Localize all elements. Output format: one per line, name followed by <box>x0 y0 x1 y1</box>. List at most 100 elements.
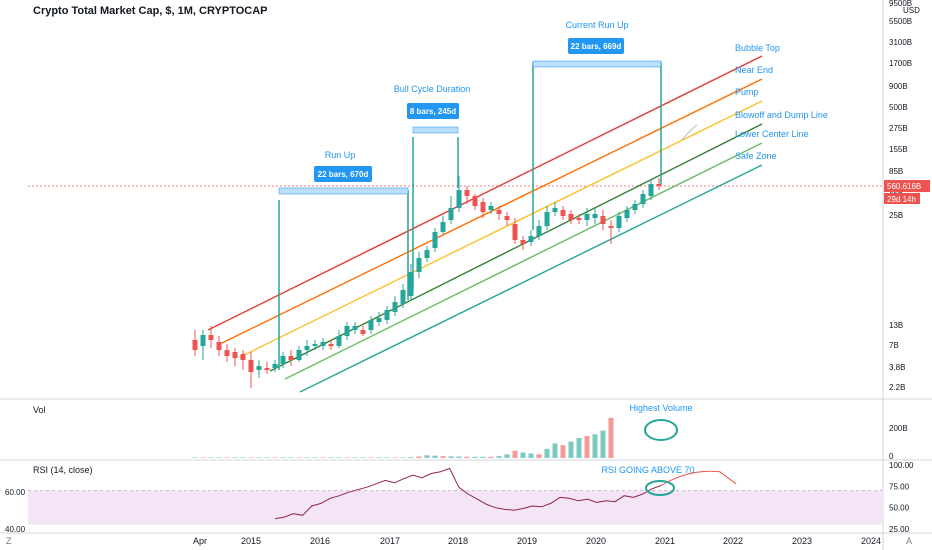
candle-body <box>552 208 558 212</box>
candle-body <box>312 344 318 346</box>
bubble-top-line <box>207 55 763 331</box>
countdown-tag <box>884 193 920 204</box>
volume-bar <box>408 457 414 458</box>
y-tick-label: 3100B <box>889 38 912 47</box>
volume-bar <box>328 457 334 458</box>
candle-body <box>200 335 206 346</box>
candle-body <box>560 210 566 216</box>
candle-body <box>280 356 286 364</box>
blowoff-line <box>269 123 763 372</box>
candle-body <box>456 190 462 208</box>
x-tick-label: 2018 <box>448 536 468 546</box>
annotation-box <box>568 38 624 54</box>
annotation-box-label: 22 bars, 670d <box>318 170 369 179</box>
candle-body <box>264 368 270 370</box>
rsi-band <box>28 490 883 525</box>
y-tick-label: 13B <box>889 321 903 330</box>
rsi-pane-label: RSI (14, close) <box>33 465 93 475</box>
y-tick-label: 2.2B <box>889 383 905 392</box>
trend-line-label: Safe Zone <box>735 151 777 161</box>
x-tick-label: 2024 <box>861 536 881 546</box>
y-tick-label: 155B <box>889 145 908 154</box>
candle-body <box>528 236 534 242</box>
volume-bar <box>576 437 582 458</box>
volume-bar <box>232 457 238 458</box>
rsi-tick-label: 25.00 <box>889 525 910 534</box>
annotation-box-label: 8 bars, 245d <box>410 107 456 116</box>
candle-body <box>376 318 382 322</box>
volume-bar <box>504 454 510 458</box>
volume-bar <box>472 456 478 458</box>
last-price-tag <box>884 180 930 192</box>
annotation-box <box>314 166 372 182</box>
y-tick-label: 9500B <box>889 0 912 8</box>
annotation-range-bar <box>278 187 409 195</box>
volume-bar <box>224 457 230 458</box>
candle-body <box>392 302 398 312</box>
volume-tick-label: 200B <box>889 424 908 433</box>
candle-body <box>208 335 214 340</box>
annotation-title: Current Run Up <box>565 20 628 30</box>
annotation-title: Bull Cycle Duration <box>394 84 471 94</box>
volume-bar <box>272 457 278 458</box>
candle-body <box>576 218 582 220</box>
volume-bar <box>600 430 606 458</box>
candle-body <box>360 330 366 334</box>
annotation-range-bar <box>532 60 662 68</box>
volume-bar <box>344 457 350 458</box>
volume-bar <box>592 434 598 458</box>
trend-line-label: Pump <box>735 87 759 97</box>
volume-bar <box>240 457 246 458</box>
annotation-range-bar <box>412 126 459 134</box>
currency-label: USD <box>903 6 920 15</box>
volume-bar <box>264 457 270 458</box>
volume-bar <box>608 417 614 458</box>
volume-bar <box>584 436 590 458</box>
candle-body <box>304 346 310 350</box>
x-tick-label: 2017 <box>380 536 400 546</box>
candle-body <box>624 210 630 218</box>
x-tick-label: Apr <box>193 536 207 546</box>
volume-bar <box>528 453 534 458</box>
volume-bar <box>216 457 222 458</box>
trend-line-label: Lower Center Line <box>735 129 809 139</box>
y-tick-label: 5500B <box>889 17 912 26</box>
trend-line-label: Near End <box>735 65 773 75</box>
candle-body <box>608 226 614 228</box>
rsi-tick-label: 50.00 <box>889 504 910 513</box>
volume-bar <box>200 457 206 458</box>
candle-body <box>640 194 646 204</box>
candle-body <box>448 208 454 220</box>
volume-bar <box>560 445 566 458</box>
y-tick-label: 1700B <box>889 59 912 68</box>
candle-body <box>440 222 446 232</box>
candle-body <box>656 184 662 186</box>
annotation-box-label: 22 bars, 669d <box>571 42 622 51</box>
volume-bar <box>384 457 390 458</box>
volume-annotation: Highest Volume <box>629 403 692 413</box>
candle-body <box>592 214 598 218</box>
annotation-title: Run Up <box>325 150 356 160</box>
candle-body <box>472 196 478 206</box>
candle-body <box>544 212 550 226</box>
volume-highlight-ring <box>644 419 678 441</box>
rsi-tick-label: 75.00 <box>889 482 910 491</box>
volume-bar <box>280 457 286 458</box>
y-tick-label: 25B <box>889 211 903 220</box>
volume-bar <box>352 457 358 458</box>
candle-body <box>520 240 526 244</box>
trend-line-label: Bubble Top <box>735 43 780 53</box>
volume-bar <box>288 457 294 458</box>
candle-body <box>344 326 350 336</box>
volume-bar <box>208 457 214 458</box>
volume-bar <box>456 456 462 458</box>
candle-body <box>488 206 494 210</box>
candle-body <box>288 356 294 360</box>
volume-bar <box>416 456 422 458</box>
volume-bar <box>544 448 550 458</box>
rsi-highlight-ring <box>645 480 675 496</box>
candle-body <box>328 344 334 346</box>
x-tick-label: 2015 <box>241 536 261 546</box>
candle-body <box>568 214 574 220</box>
